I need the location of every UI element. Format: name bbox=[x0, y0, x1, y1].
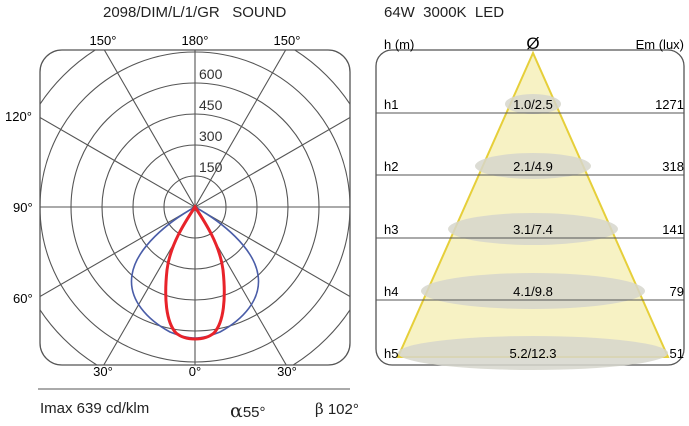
radial-label-450: 450 bbox=[199, 97, 223, 113]
lamp-spec-title: 64W 3000K LED bbox=[384, 4, 505, 21]
row-h3-lux: 141 bbox=[662, 222, 684, 237]
alpha-symbol: α bbox=[230, 400, 243, 422]
row-h1-label: h1 bbox=[384, 97, 398, 112]
cone-height-lines bbox=[376, 112, 684, 301]
cone-spot-ellipse bbox=[505, 94, 561, 114]
angle-label-90: 90° bbox=[13, 200, 33, 215]
row-h4-label: h4 bbox=[384, 284, 398, 299]
radial-label-300: 300 bbox=[199, 128, 223, 144]
angle-label-150-right: 150° bbox=[274, 33, 301, 48]
row-h3-label: h3 bbox=[384, 222, 398, 237]
radial-label-150: 150 bbox=[199, 159, 223, 175]
row-h2-diameter: 2.1/4.9 bbox=[513, 159, 553, 174]
distribution-curve-c0 bbox=[164, 204, 226, 341]
row-h2-lux: 318 bbox=[662, 159, 684, 174]
cone-rows: h1 1.0/2.5 1271 h2 2.1/4.9 318 h3 3.1/7.… bbox=[384, 97, 684, 361]
beta-value: 102° bbox=[327, 401, 359, 418]
angle-label-0: 0° bbox=[189, 364, 201, 379]
row-h1-lux: 1271 bbox=[655, 97, 684, 112]
radial-label-600: 600 bbox=[199, 66, 223, 82]
imax-value: Imax 639 cd/klm bbox=[40, 400, 150, 417]
cone-right-header: Em (lux) bbox=[636, 37, 684, 52]
row-h5-diameter: 5.2/12.3 bbox=[510, 346, 557, 361]
diameter-symbol: Ø bbox=[526, 34, 539, 53]
beta-symbol: β bbox=[315, 400, 324, 418]
angle-label-180: 180° bbox=[182, 33, 209, 48]
cone-spot-ellipse bbox=[398, 336, 668, 370]
angle-label-60: 60° bbox=[13, 291, 33, 306]
row-h4-lux: 79 bbox=[670, 284, 684, 299]
alpha-angle: α55° bbox=[230, 400, 266, 422]
alpha-value: 55° bbox=[242, 404, 266, 421]
row-h2-label: h2 bbox=[384, 159, 398, 174]
row-h1-diameter: 1.0/2.5 bbox=[513, 97, 553, 112]
beta-angle: β 102° bbox=[315, 400, 359, 418]
row-h3-diameter: 3.1/7.4 bbox=[513, 222, 553, 237]
row-h4-diameter: 4.1/9.8 bbox=[513, 284, 553, 299]
angle-label-120: 120° bbox=[5, 109, 32, 124]
cone-left-header: h (m) bbox=[384, 37, 414, 52]
polar-curves bbox=[130, 204, 260, 341]
cone-spot-ellipse bbox=[448, 213, 618, 245]
row-h5-label: h5 bbox=[384, 346, 398, 361]
luminaire-model-title: 2098/DIM/L/1/GR SOUND bbox=[103, 4, 287, 21]
angle-label-30-right: 30° bbox=[277, 364, 297, 379]
row-h5-lux: 51 bbox=[670, 346, 684, 361]
cone-spot-ellipse bbox=[475, 153, 591, 179]
angle-label-150-left: 150° bbox=[90, 33, 117, 48]
angle-label-30-left: 30° bbox=[93, 364, 113, 379]
radial-value-labels: 600 450 300 150 bbox=[199, 66, 223, 175]
